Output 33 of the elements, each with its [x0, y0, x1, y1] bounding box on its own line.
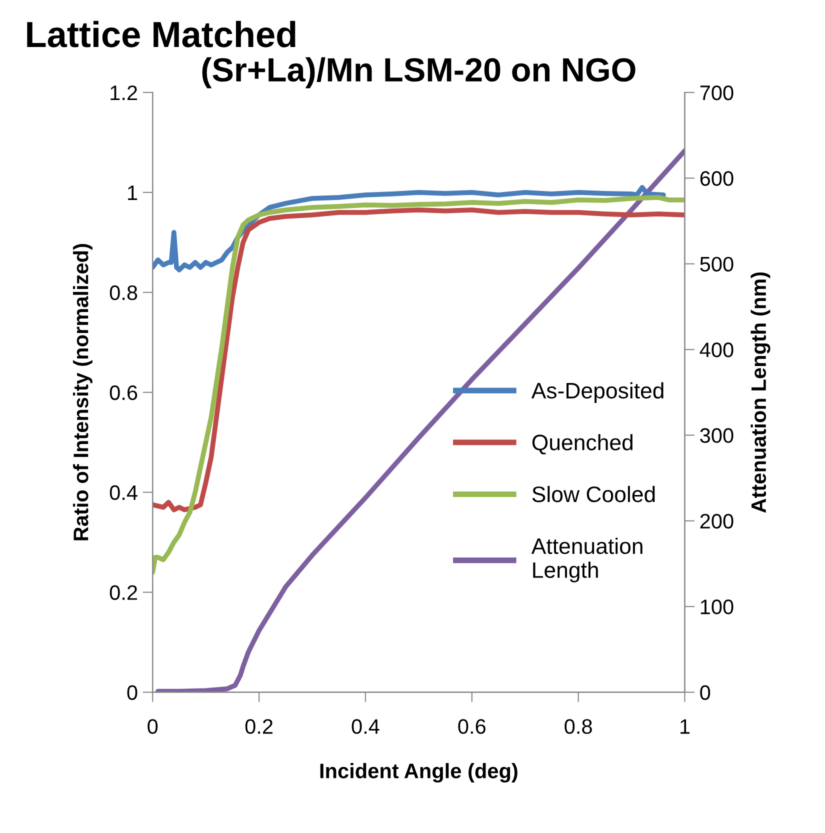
legend-label: Quenched [532, 434, 632, 454]
y-tick-label: 0.8 [110, 285, 138, 300]
y-axis-title: Ratio of Intensity (normalized) [72, 244, 92, 540]
y2-tick-label: 100 [700, 600, 734, 614]
chart-title: Lattice Matched [27, 20, 296, 48]
line-series [152, 184, 666, 272]
legend-label: Attenuation Length [531, 538, 642, 582]
y2-tick-label: 200 [700, 514, 734, 529]
chart-subtitle: (Sr+La)/Mn LSM-20 on NGO [202, 57, 636, 88]
x-tick-label: 1 [680, 719, 690, 734]
y2-tick-label: 400 [700, 342, 734, 358]
legend-label: Slow Cooled [532, 486, 655, 502]
x-tick-label: 0.8 [564, 719, 592, 734]
x-tick-label: 0 [148, 719, 158, 734]
y2-tick-label: 700 [700, 85, 734, 100]
y2-tick-label: 300 [700, 428, 734, 443]
y-tick-label: 0 [127, 685, 138, 700]
x-tick-label: 0.4 [352, 719, 380, 734]
line-series [156, 148, 685, 692]
x-tick-label: 0.2 [245, 719, 272, 734]
y2-tick-label: 600 [700, 171, 734, 186]
y-tick-label: 0.6 [110, 385, 138, 400]
y-tick-label: 1 [128, 186, 138, 200]
legend-label: As-Deposited [531, 382, 664, 403]
y-tick-label: 0.4 [110, 485, 138, 500]
y2-axis-title: Attenuation Length (nm) [750, 272, 770, 513]
x-tick-label: 0.6 [458, 719, 486, 734]
y2-tick-label: 0 [700, 685, 710, 700]
line-series [152, 207, 685, 512]
y-tick-label: 1.2 [110, 85, 137, 100]
y2-tick-label: 500 [700, 256, 734, 272]
y-tick-label: 0.2 [110, 585, 137, 600]
x-axis-title: Incident Angle (deg) [320, 763, 518, 783]
